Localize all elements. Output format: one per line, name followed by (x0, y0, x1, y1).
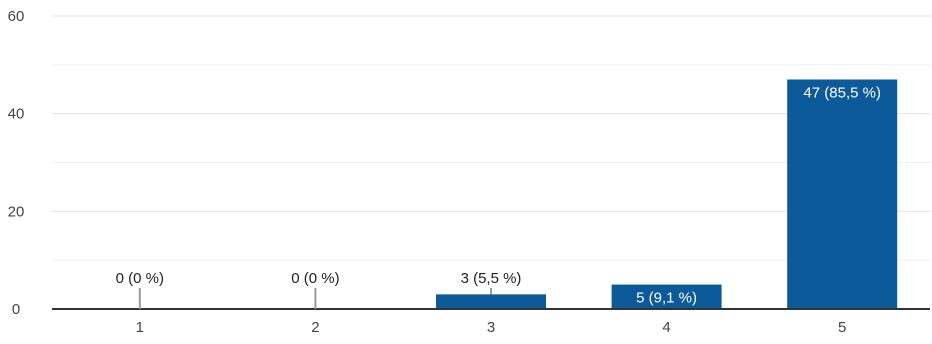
data-label: 47 (85,5 %) (803, 84, 881, 101)
data-label: 0 (0 %) (116, 270, 164, 287)
y-tick-label: 20 (8, 203, 25, 220)
gridlines (52, 15, 930, 261)
x-tick-label: 2 (311, 319, 319, 336)
bar-4 (611, 284, 722, 309)
y-tick-label: 0 (12, 301, 20, 318)
x-tick-label: 3 (487, 319, 495, 336)
data-labels: 0 (0 %) 0 (0 %) 3 (5,5 %) 5 (9,1 %) 47 (85,5… (116, 84, 881, 309)
y-tick-label: 60 (8, 8, 25, 25)
data-label: 5 (9,1 %) (636, 290, 697, 307)
x-tick-label: 1 (136, 319, 144, 336)
y-axis-ticks: 0 20 40 60 (8, 8, 25, 318)
x-tick-label: 4 (662, 319, 670, 336)
x-axis-ticks: 1 2 3 4 5 (136, 319, 847, 336)
data-label: 3 (5,5 %) (461, 270, 522, 287)
x-tick-label: 5 (838, 319, 846, 336)
bars (436, 79, 898, 309)
data-label: 0 (0 %) (291, 270, 339, 287)
bar-3 (436, 294, 546, 309)
y-tick-label: 40 (8, 106, 25, 123)
bar-5 (787, 79, 898, 309)
